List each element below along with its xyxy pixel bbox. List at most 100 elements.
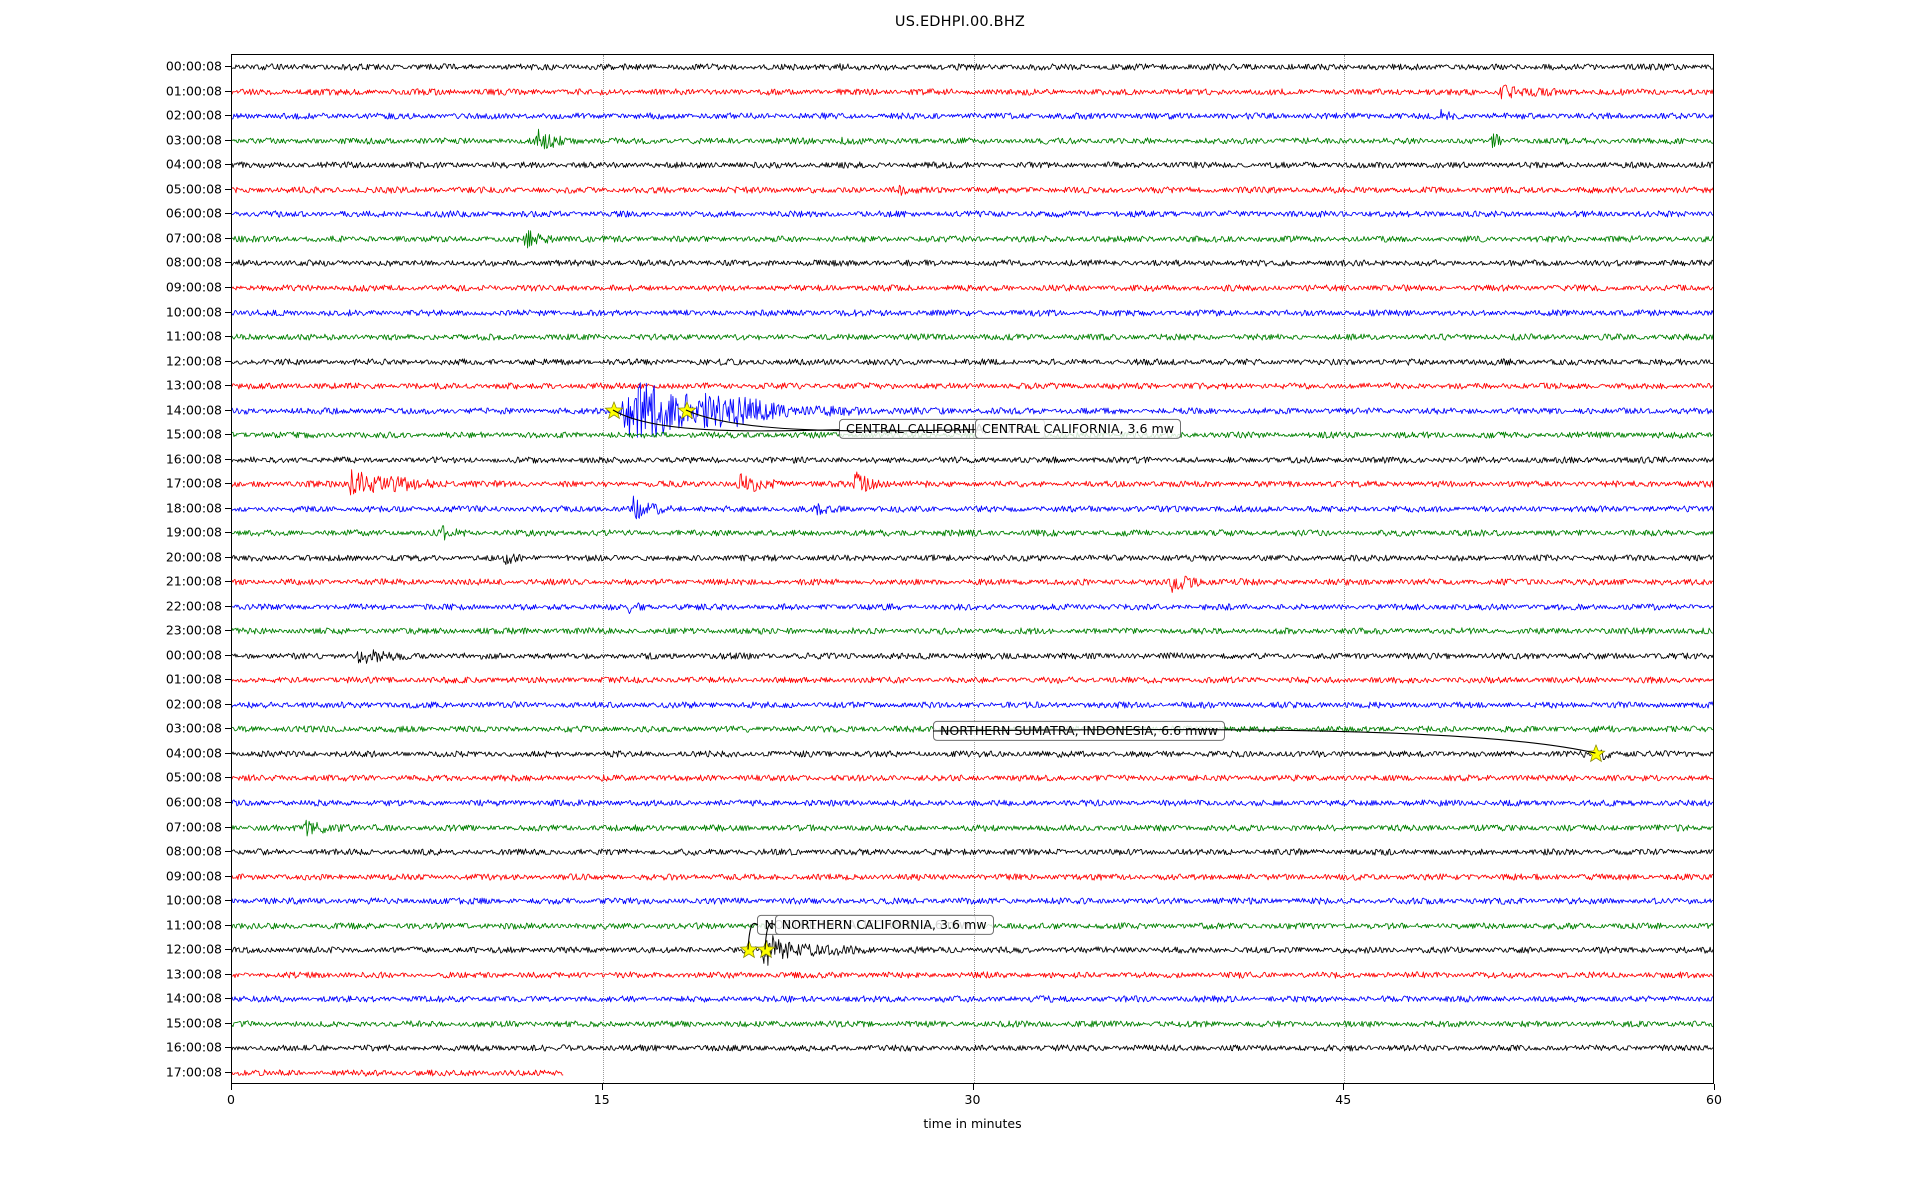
- y-tick-mark: [225, 826, 231, 828]
- y-tick-label: 17:00:08: [165, 475, 222, 491]
- y-tick-mark: [225, 581, 231, 583]
- y-tick-mark: [225, 1047, 231, 1049]
- y-tick-mark: [225, 801, 231, 803]
- y-tick-mark: [225, 507, 231, 509]
- seismogram-trace: [232, 300, 1713, 374]
- y-tick-label: 18:00:08: [165, 500, 222, 516]
- y-tick-label: 22:00:08: [165, 598, 222, 614]
- y-tick-label: 07:00:08: [165, 230, 222, 246]
- seismogram-trace: [232, 545, 1713, 619]
- x-tick-label: 15: [593, 1092, 610, 1107]
- x-axis-label: time in minutes: [923, 1116, 1022, 1131]
- y-tick-label: 10:00:08: [165, 892, 222, 908]
- y-tick-label: 06:00:08: [165, 205, 222, 221]
- y-tick-label: 08:00:08: [165, 843, 222, 859]
- y-tick-label: 17:00:08: [165, 1064, 222, 1080]
- y-tick-mark: [225, 900, 231, 902]
- y-tick-label: 16:00:08: [165, 451, 222, 467]
- plot-area: [231, 54, 1714, 1084]
- seismogram-trace: [232, 55, 1713, 129]
- x-tick-label: 0: [227, 1092, 235, 1107]
- seismogram-trace: [232, 153, 1713, 227]
- seismogram-trace: [232, 938, 1713, 1012]
- y-tick-label: 03:00:08: [165, 132, 222, 148]
- seismogram-trace: [232, 570, 1713, 644]
- seismogram-trace: [232, 668, 1713, 742]
- y-tick-mark: [225, 237, 231, 239]
- seismogram-trace: [232, 791, 1713, 865]
- seismogram-trace: [232, 987, 1713, 1061]
- y-tick-mark: [225, 973, 231, 975]
- seismogram-trace: [232, 496, 1713, 570]
- y-tick-label: 11:00:08: [165, 917, 222, 933]
- y-tick-label: 20:00:08: [165, 549, 222, 565]
- y-tick-label: 09:00:08: [165, 868, 222, 884]
- seismogram-trace: [232, 128, 1713, 202]
- y-tick-label: 07:00:08: [165, 819, 222, 834]
- y-tick-mark: [225, 286, 231, 288]
- y-tick-label: 19:00:08: [165, 524, 222, 540]
- y-tick-mark: [225, 458, 231, 460]
- x-tick-label: 45: [1335, 1092, 1352, 1107]
- y-tick-label: 02:00:08: [165, 107, 222, 123]
- y-tick-mark: [225, 630, 231, 632]
- y-tick-mark: [225, 1071, 231, 1073]
- seismogram-trace: [232, 349, 1713, 423]
- y-tick-label: 06:00:08: [165, 794, 222, 810]
- x-tick-mark: [601, 1084, 603, 1090]
- seismogram-trace: [232, 226, 1713, 300]
- seismogram-trace: [232, 741, 1713, 815]
- y-tick-mark: [225, 164, 231, 166]
- x-tick-mark: [231, 1084, 232, 1090]
- y-tick-mark: [225, 90, 231, 92]
- y-tick-mark: [225, 262, 231, 264]
- seismogram-trace: [232, 276, 1713, 350]
- y-tick-label: 14:00:08: [165, 402, 222, 418]
- seismogram-trace: [232, 815, 1713, 889]
- x-tick-mark: [1714, 1084, 1715, 1090]
- y-tick-mark: [225, 605, 231, 607]
- y-tick-label: 12:00:08: [165, 353, 222, 369]
- x-tick-mark: [1343, 1084, 1345, 1090]
- event-annotation-label: CENTRAL CALIFORNIA, 3.6 mw: [974, 419, 1182, 440]
- y-tick-label: 15:00:08: [165, 426, 222, 442]
- y-tick-mark: [225, 924, 231, 926]
- y-tick-mark: [225, 409, 231, 411]
- y-tick-label: 14:00:08: [165, 990, 222, 1006]
- y-tick-label: 13:00:08: [165, 966, 222, 982]
- y-tick-label: 02:00:08: [165, 696, 222, 712]
- y-tick-label: 11:00:08: [165, 328, 222, 344]
- y-tick-label: 00:00:08: [165, 58, 222, 74]
- y-tick-mark: [225, 483, 231, 485]
- y-tick-label: 04:00:08: [165, 156, 222, 172]
- seismogram-trace: [232, 962, 1713, 1036]
- x-tick-mark: [972, 1084, 974, 1090]
- y-tick-mark: [225, 1022, 231, 1024]
- seismogram-trace: [232, 594, 1713, 668]
- seismogram-trace: [232, 840, 1713, 914]
- event-annotation-label: NORTHERN SUMATRA, INDONESIA, 6.6 mww: [932, 720, 1226, 741]
- y-tick-mark: [225, 532, 231, 534]
- seismogram-trace: [232, 1036, 1713, 1083]
- y-tick-label: 12:00:08: [165, 941, 222, 957]
- y-tick-label: 23:00:08: [165, 622, 222, 638]
- y-tick-label: 09:00:08: [165, 279, 222, 295]
- y-tick-mark: [225, 213, 231, 215]
- y-tick-label: 03:00:08: [165, 720, 222, 736]
- y-tick-mark: [225, 115, 231, 117]
- y-tick-mark: [225, 679, 231, 681]
- y-tick-label: 04:00:08: [165, 745, 222, 761]
- y-tick-label: 15:00:08: [165, 1015, 222, 1031]
- y-tick-label: 08:00:08: [165, 254, 222, 270]
- seismogram-trace: [232, 104, 1713, 178]
- y-tick-mark: [225, 703, 231, 705]
- y-tick-mark: [225, 139, 231, 141]
- y-tick-mark: [225, 777, 231, 779]
- seismogram-trace: [232, 177, 1713, 251]
- y-tick-mark: [225, 752, 231, 754]
- seismogram-trace: [232, 55, 1713, 104]
- gridline-vertical: [602, 55, 604, 1083]
- y-tick-mark: [225, 360, 231, 362]
- y-tick-label: 05:00:08: [165, 181, 222, 197]
- y-tick-label: 01:00:08: [165, 671, 222, 687]
